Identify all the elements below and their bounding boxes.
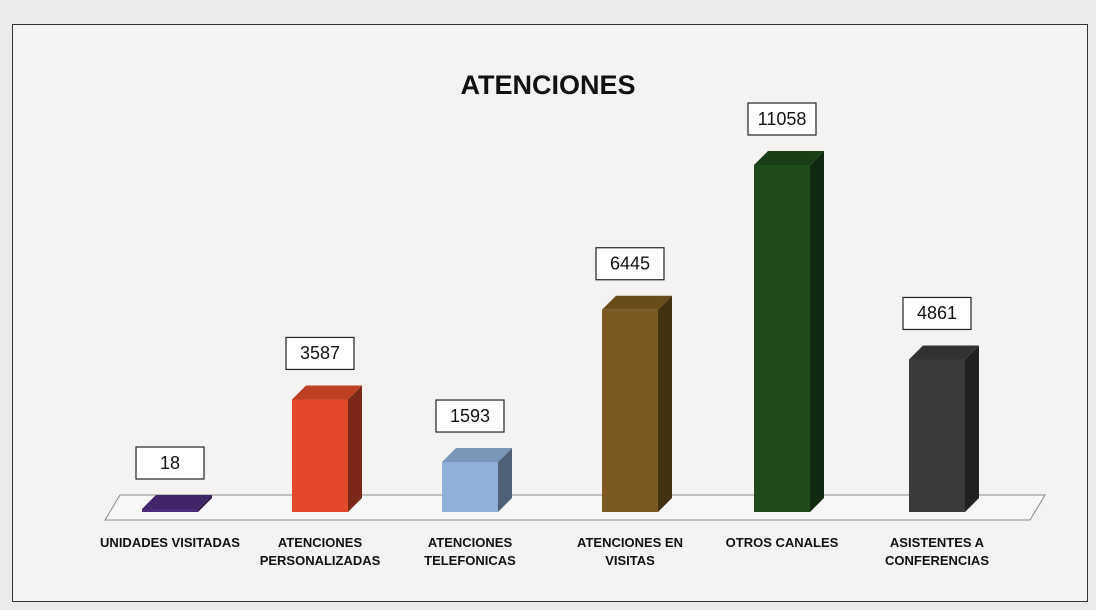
bar-top [602, 295, 672, 310]
bar-top [909, 345, 979, 360]
value-label-box [435, 399, 505, 433]
bar-side [348, 385, 362, 512]
bar [142, 509, 198, 512]
x-tick-label: ASISTENTES A CONFERENCIAS [884, 535, 989, 568]
bar-top [292, 385, 362, 400]
x-tick-label: ATENCIONES TELEFONICAS [424, 535, 516, 568]
bar-side [198, 495, 212, 512]
value-label-box [747, 102, 817, 136]
bar-top [142, 495, 212, 509]
value-label: 18 [160, 453, 180, 473]
chart-title: ATENCIONES [460, 70, 636, 100]
value-label: 1593 [450, 406, 490, 426]
value-label-box [135, 446, 205, 480]
bar [754, 165, 810, 512]
bar [909, 359, 965, 512]
bar-side [498, 448, 512, 512]
floor [104, 494, 1046, 521]
value-label: 3587 [300, 343, 340, 363]
value-label: 4861 [917, 303, 957, 323]
x-tick-label: ATENCIONES PERSONALIZADAS [259, 535, 381, 568]
value-label-box [902, 296, 972, 331]
bar [442, 462, 498, 512]
value-label-box [595, 247, 665, 281]
bar-top [442, 448, 512, 463]
value-label-box [285, 336, 355, 371]
x-tick-label: UNIDADES VISITADAS [100, 535, 240, 550]
bar-side [658, 295, 672, 512]
bar [602, 309, 658, 512]
bar-side [965, 345, 979, 512]
x-tick-label: OTROS CANALES [725, 535, 839, 550]
bar-top [754, 151, 824, 165]
value-label: 11058 [758, 109, 807, 129]
bar-side [810, 151, 824, 512]
value-label: 6445 [610, 254, 650, 274]
x-tick-label: ATENCIONES EN VISITAS [577, 535, 683, 568]
bar [292, 399, 348, 512]
